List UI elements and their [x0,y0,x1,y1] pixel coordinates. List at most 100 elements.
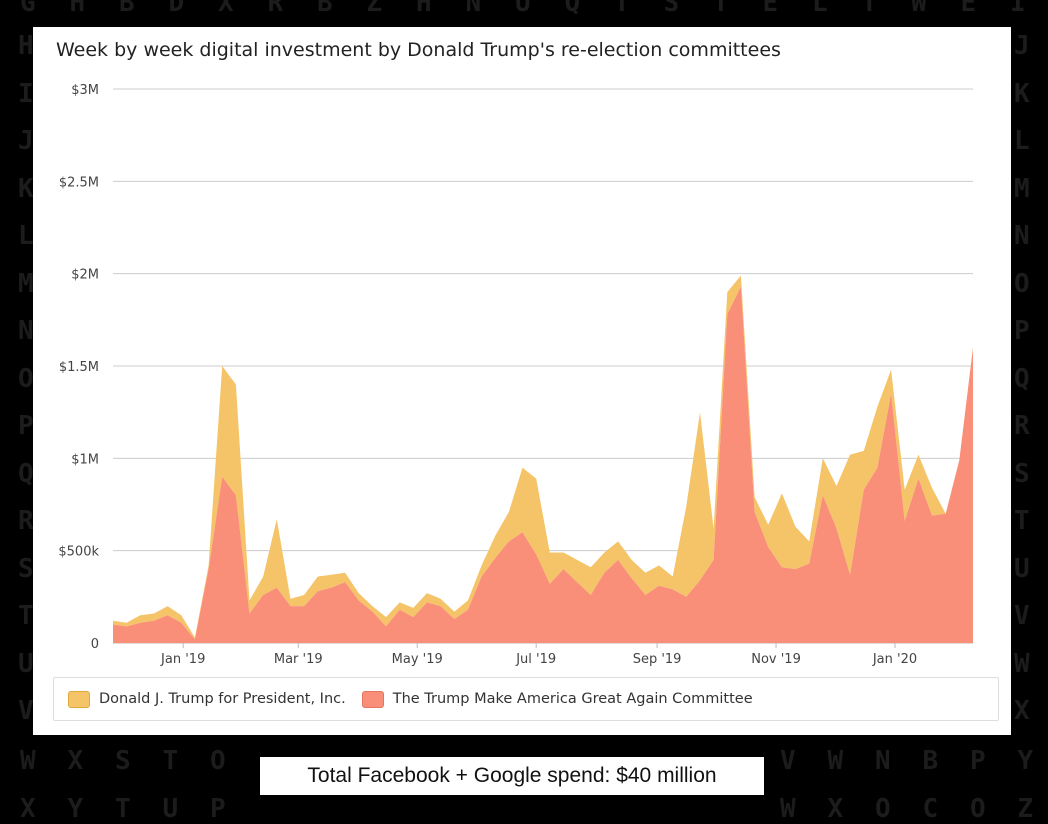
background-letter: H [69,0,86,18]
background-letter: P [970,746,986,776]
background-letter: X [1014,696,1030,726]
x-tick-label: Sep '19 [633,652,682,667]
chart-title: Week by week digital investment by Donal… [56,39,781,61]
background-letter: Y [67,794,84,824]
background-letter: L [1014,126,1030,156]
background-letter: R [1014,411,1030,441]
background-letter: D [168,0,185,18]
background-letter: N [18,316,34,346]
y-tick-label: 0 [91,637,99,652]
background-letter: U [162,794,179,824]
y-tick-label: $3M [71,83,99,98]
background-letter: O [970,794,986,824]
background-letter: V [780,746,796,776]
y-tick-label: $2.5M [59,175,99,190]
background-letter: R [18,506,34,536]
background-letter: O [18,363,34,394]
background-letter: T [1014,506,1030,536]
legend-label: The Trump Make America Great Again Commi… [392,691,753,707]
x-tick-label: May '19 [392,652,443,667]
background-letter: T [18,601,34,631]
background-letter: E [762,0,779,18]
background-letter: U [515,0,531,18]
legend-swatch-salmon [361,690,384,708]
background-letter: S [663,0,680,18]
background-letter: O [210,746,226,776]
spend-caption: Total Facebook + Google spend: $40 milli… [260,757,764,795]
background-letter: R [267,0,284,18]
background-letter: I [1010,0,1026,18]
background-letter: N [1014,221,1030,251]
x-tick-label: Jan '20 [872,652,917,667]
background-letter: B [317,0,333,18]
chart-legend: Donald J. Trump for President, Inc. The … [53,677,999,721]
background-letter: E [960,0,977,18]
chart-plot: 0 $500k $1M $1.5M $2M $2.5M $3M Jan '19 Mar '19 M… [58,83,973,667]
background-letter: J [1014,31,1030,61]
background-letter: T [162,746,179,776]
x-tick-label: Mar '19 [274,652,323,667]
background-letter: L [812,0,828,18]
background-letter: S [18,553,34,584]
background-letter: U [18,648,34,679]
background-letter: X [67,746,84,776]
background-letter: U [1014,553,1030,584]
background-letter: Q [1014,363,1030,394]
y-tick-label: $2M [71,268,99,283]
background-letter: K [18,173,34,204]
y-tick-label: $500k [58,545,99,560]
background-letter: G [20,0,36,18]
background-letter: T [861,0,878,18]
legend-item-trump-maga-committee[interactable]: The Trump Make America Great Again Commi… [361,690,753,708]
background-letter: Z [366,0,383,18]
background-letter: O [875,794,891,824]
background-letter: P [1014,316,1030,346]
background-letter: T [115,794,131,824]
background-letter: V [18,696,34,726]
background-letter: N [465,0,482,18]
background-letter: B [922,746,939,776]
background-letter: S [115,746,131,776]
background-letter: X [827,794,844,824]
background-letter: O [1014,268,1030,299]
background-letter: Q [18,458,34,489]
background-letter: W [827,746,844,776]
area-trump-for-president [113,275,973,640]
background-letter: H [18,31,34,61]
background-letter: Q [564,0,581,18]
background-letter: X [218,0,234,18]
chart-card: Week by week digital investment by Donal… [33,27,1011,735]
y-tick-label: $1.5M [59,360,99,375]
background-letter: W [911,0,927,18]
area-trump-maga-committee [113,286,973,643]
background-letter: W [20,746,36,776]
legend-item-trump-for-president[interactable]: Donald J. Trump for President, Inc. [68,690,346,708]
background-letter: Z [1017,794,1034,824]
background-letter: I [18,78,34,109]
background-letter: P [210,794,226,824]
background-letter: N [875,746,891,776]
y-tick-label: $1M [71,452,99,467]
background-letter: P [18,411,34,441]
background-letter: X [20,794,36,824]
background-letter: Y [1017,746,1034,776]
legend-label: Donald J. Trump for President, Inc. [99,691,346,707]
background-letter: C [922,794,939,824]
x-tick-label: Jul '19 [515,652,556,667]
background-letter: W [780,794,796,824]
background-letter: M [1014,173,1030,204]
x-tick-label: Jan '19 [160,652,205,667]
background-letter: V [1014,601,1030,631]
background-letter: J [18,126,34,156]
background-letter: T [713,0,729,18]
x-tick-label: Nov '19 [751,652,801,667]
background-letter: H [416,0,432,18]
background-letter: L [18,221,34,251]
background-letter: B [119,0,135,18]
background-letter: W [1014,648,1030,679]
legend-swatch-yellow [68,690,90,708]
background-letter: M [18,268,34,299]
background-letter: K [1014,78,1030,109]
background-letter: S [1014,458,1030,489]
background-letter: T [614,0,630,18]
